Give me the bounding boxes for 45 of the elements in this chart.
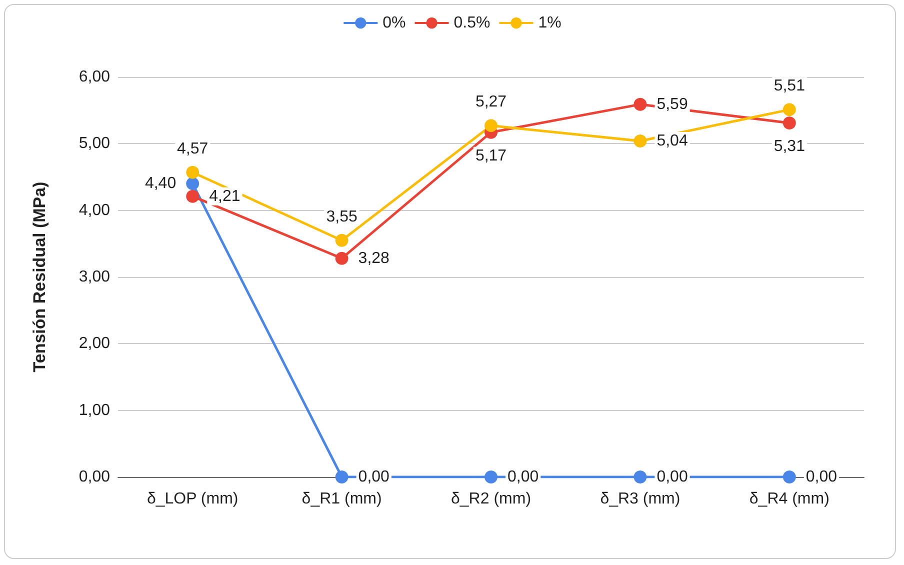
data-label: 5,27 (475, 94, 507, 111)
data-label: 5,59 (656, 96, 688, 113)
data-label: 0,00 (656, 468, 688, 486)
data-label: 4,21 (209, 188, 240, 205)
x-tick-label: δ_R1 (mm) (302, 490, 382, 508)
y-tick-label: 2,00 (78, 335, 110, 352)
point (186, 166, 200, 179)
data-label: 3,28 (358, 250, 390, 267)
x-tick-label: δ_R3 (mm) (600, 490, 680, 508)
y-tick-label: 4,00 (78, 202, 110, 219)
point (335, 470, 348, 484)
point (186, 177, 200, 190)
data-label: 0,00 (358, 468, 390, 486)
point (186, 190, 200, 203)
data-label: 0,00 (806, 468, 838, 486)
y-tick-label: 0,00 (78, 468, 110, 486)
data-label: 4,40 (144, 175, 176, 192)
y-tick-label: 6,00 (78, 68, 110, 86)
point (634, 134, 647, 148)
data-label: 5,17 (475, 147, 507, 164)
x-tick-label: δ_R4 (mm) (749, 490, 830, 508)
point (335, 234, 348, 247)
point (634, 98, 647, 111)
data-label: 4,57 (177, 140, 208, 158)
x-tick-label: δ_LOP (mm) (146, 490, 238, 508)
point (335, 252, 348, 265)
data-label: 5,04 (656, 132, 688, 150)
y-tick-label: 3,00 (78, 268, 110, 286)
point (782, 116, 796, 130)
data-label: 5,31 (774, 138, 806, 155)
data-label: 5,51 (774, 78, 806, 95)
legend-label: 1% (538, 14, 562, 32)
y-tick-label: 5,00 (78, 135, 110, 152)
point (484, 470, 498, 484)
legend-label: 0% (382, 14, 406, 32)
y-axis-title: Tensión Residual (MPa) (30, 182, 49, 372)
point (782, 470, 796, 484)
data-label: 3,55 (326, 208, 358, 226)
legend-label: 0.5% (454, 14, 490, 32)
x-tick-label: δ_R2 (mm) (450, 490, 532, 508)
point (484, 119, 498, 132)
data-label: 0,00 (508, 468, 539, 486)
point (634, 470, 647, 484)
y-tick-label: 1,00 (78, 402, 110, 419)
point (782, 103, 796, 116)
